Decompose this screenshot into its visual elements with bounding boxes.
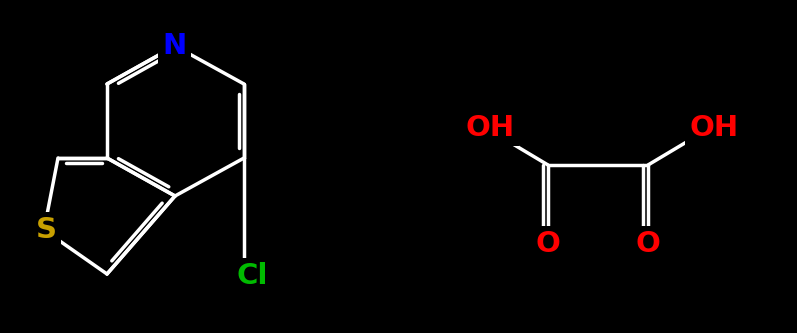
Text: N: N <box>163 32 187 60</box>
Text: S: S <box>36 216 57 244</box>
Text: Cl: Cl <box>236 262 268 290</box>
Text: OH: OH <box>689 114 739 142</box>
Text: OH: OH <box>465 114 515 142</box>
Text: O: O <box>635 230 661 258</box>
Text: O: O <box>536 230 560 258</box>
